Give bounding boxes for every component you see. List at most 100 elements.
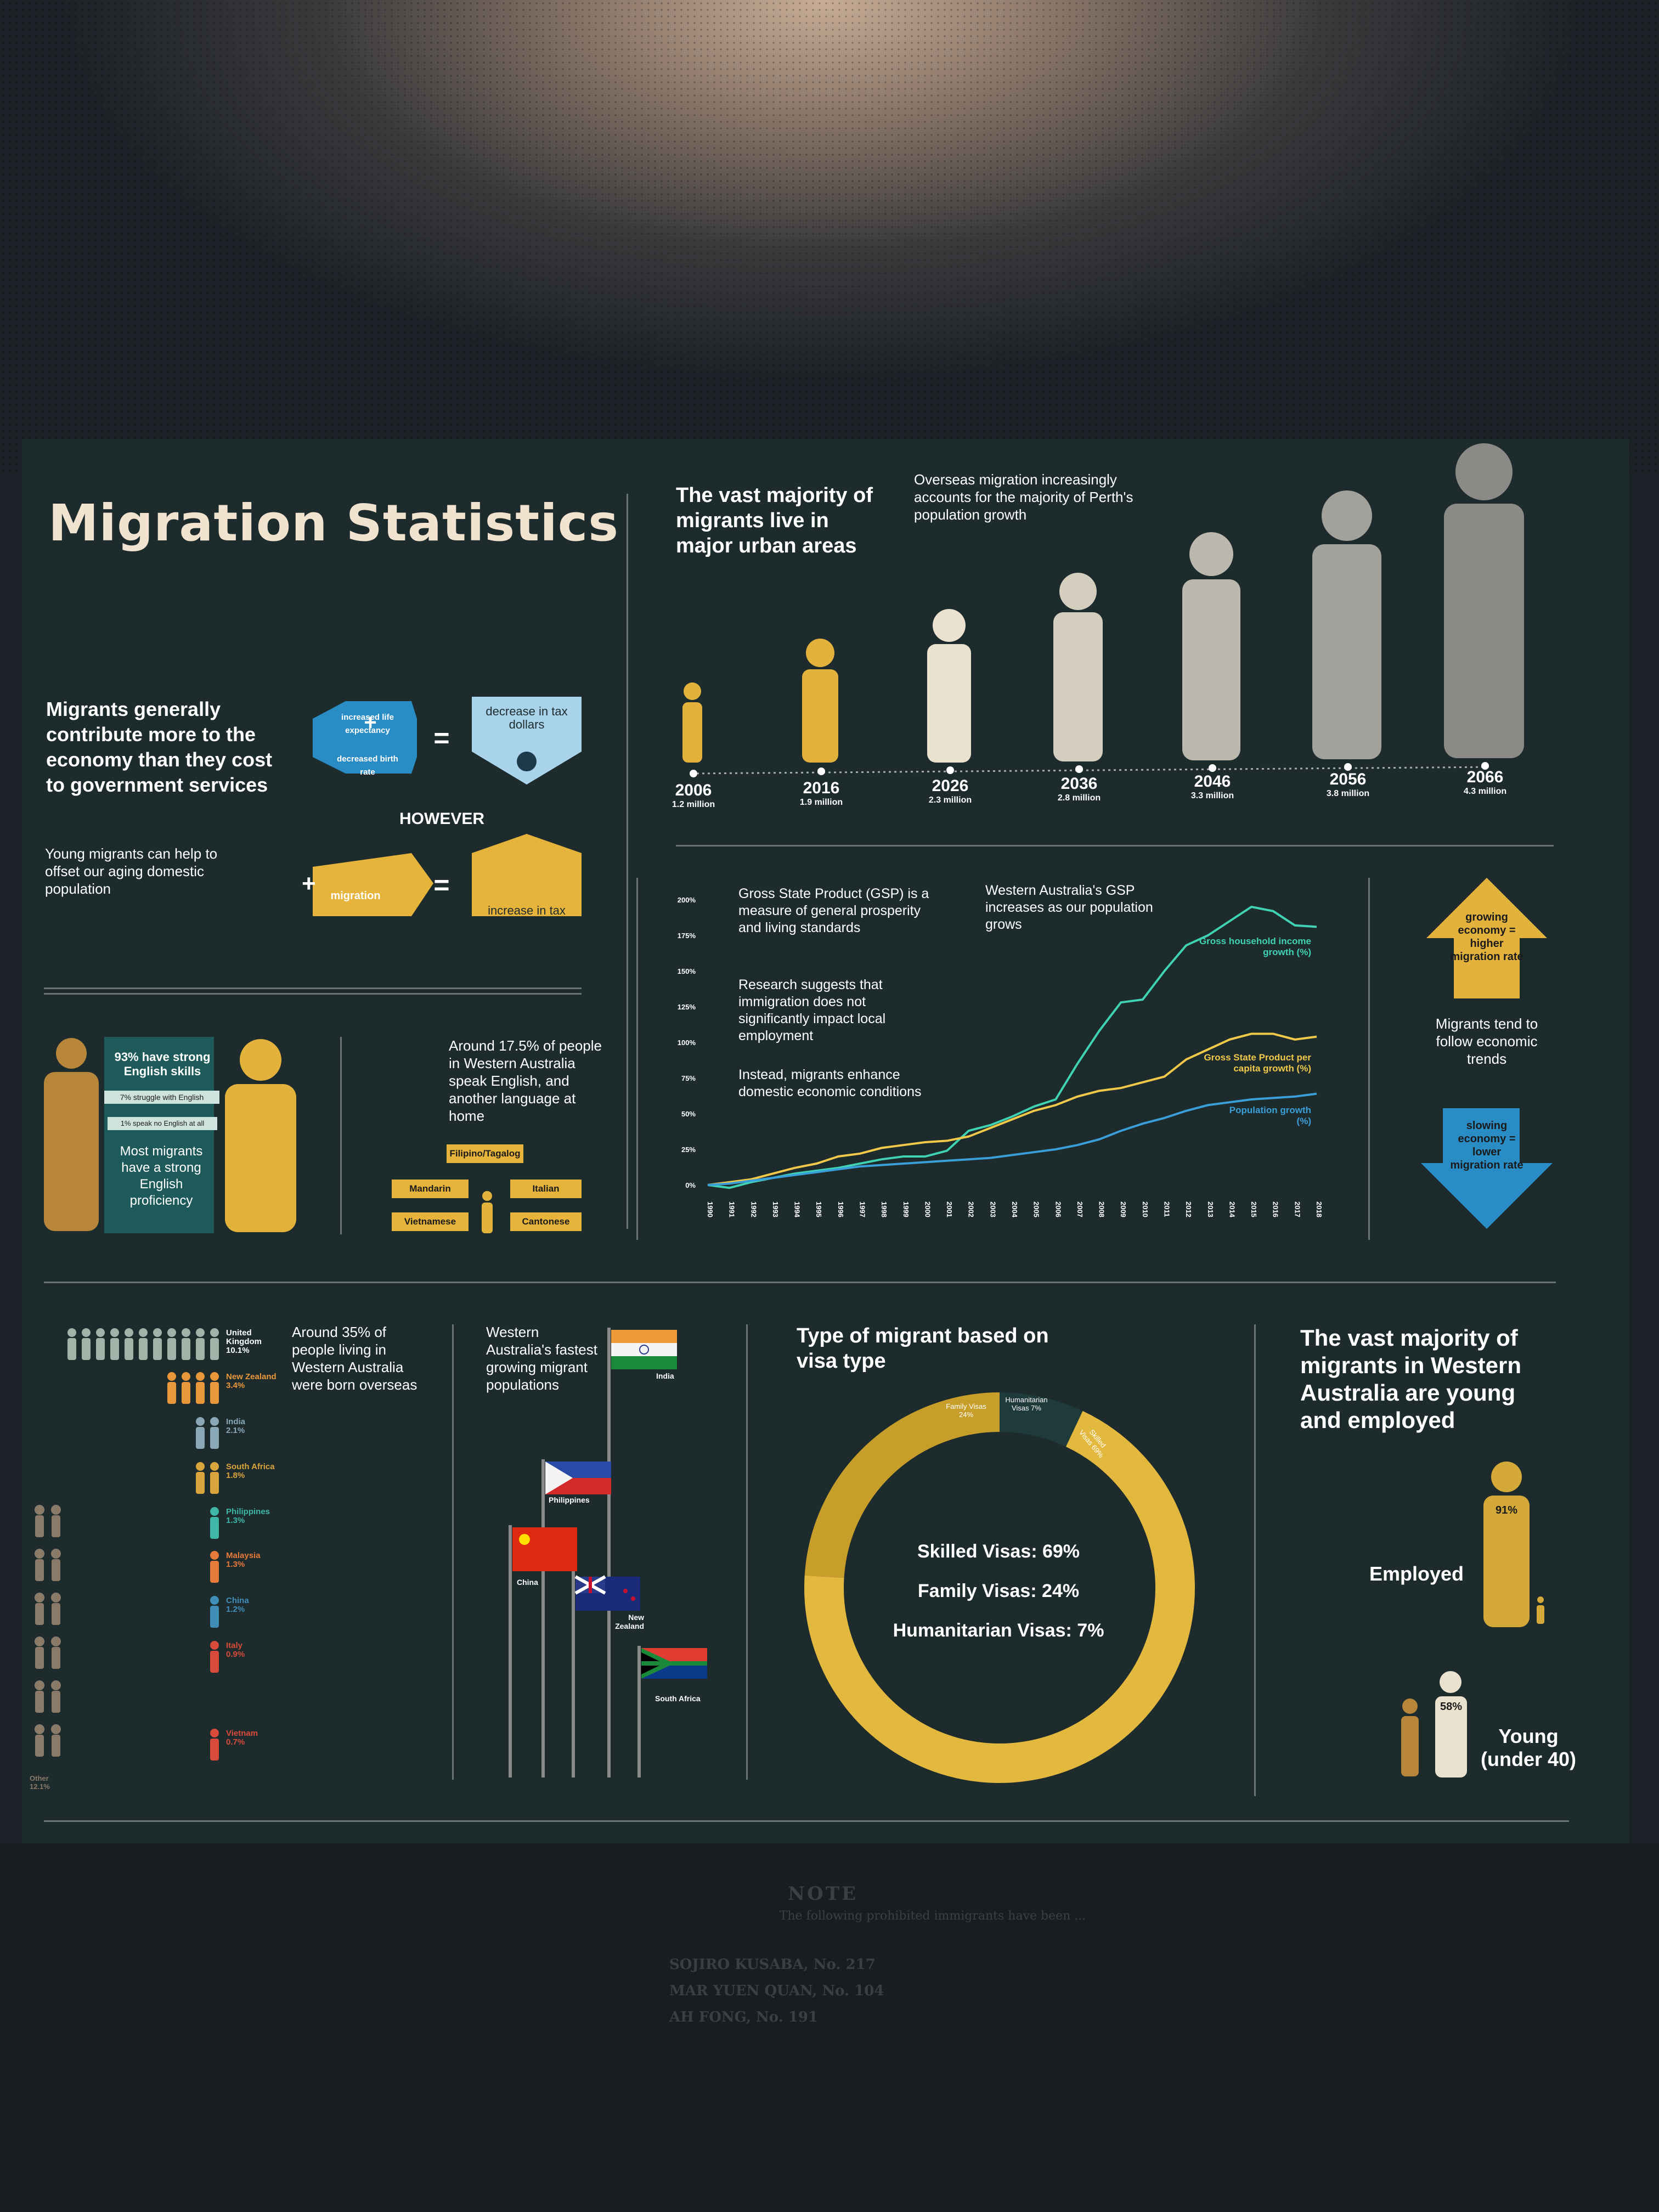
country-pct: 1.3% xyxy=(226,1560,245,1569)
x-tick-label: 2003 xyxy=(989,1201,997,1217)
y-tick-label: 175% xyxy=(678,932,696,940)
donut-segment-1 xyxy=(999,1392,1083,1447)
visa-donut-chart xyxy=(804,1392,1195,1783)
divider xyxy=(676,845,1554,847)
population-figures xyxy=(682,443,1524,777)
trend-middle-text: Migrants tend to follow economic trends xyxy=(1435,1015,1538,1067)
y-tick-label: 0% xyxy=(685,1181,696,1189)
x-tick-label: 1998 xyxy=(880,1201,888,1217)
person-icon xyxy=(196,1417,205,1449)
contribution-heading: Migrants generally contribute more to th… xyxy=(46,698,273,796)
person-icon xyxy=(482,1191,493,1233)
series-line-0 xyxy=(707,905,1317,1189)
person-icon xyxy=(210,1328,219,1360)
divider xyxy=(452,1324,454,1780)
x-tick-label: 2014 xyxy=(1228,1201,1236,1218)
population-year-2066: 2066 4.3 million xyxy=(1447,768,1523,797)
person-icon xyxy=(182,1328,190,1360)
population-year-2016: 2016 1.9 million xyxy=(783,779,860,808)
x-tick-label: 1999 xyxy=(902,1201,910,1217)
visa-humanitarian-text: Humanitarian Visas: 7% xyxy=(893,1620,1104,1641)
flag-poles xyxy=(509,1328,707,1778)
population-label: 1.9 million xyxy=(799,798,843,807)
born-text: Around 35% of people living in Western A… xyxy=(292,1324,417,1393)
country-name: Philippines xyxy=(226,1507,270,1516)
person-icon xyxy=(196,1328,205,1360)
country-pct: 1.2% xyxy=(226,1605,245,1614)
tag-filipino: Filipino/Tagalog xyxy=(447,1144,523,1163)
year-label: 2006 xyxy=(675,781,712,799)
x-tick-label: 2005 xyxy=(1032,1201,1041,1217)
year-label: 2036 xyxy=(1060,775,1098,793)
country-pct: 3.4% xyxy=(226,1381,245,1390)
legend-population: Population growth (%) xyxy=(1229,1105,1311,1126)
young-pct: 58% xyxy=(1440,1701,1463,1713)
country-label: Italy 0.9% xyxy=(226,1641,286,1659)
trend-arrows xyxy=(1421,878,1553,1229)
tag-italian: Italian xyxy=(510,1180,582,1198)
legend-income: Gross household income growth (%) xyxy=(1199,936,1311,957)
visa-heading: Type of migrant based on visa type xyxy=(797,1324,1049,1373)
lower-wall xyxy=(0,1843,1659,2212)
divider xyxy=(636,878,638,1240)
hex-life-expectancy: increased life expectancy xyxy=(341,713,394,735)
country-label: Philippines 1.3% xyxy=(226,1508,286,1525)
employed-pct: 91% xyxy=(1495,1504,1518,1516)
note-line-1: The following prohibited immigrants have… xyxy=(779,1909,1086,1923)
visa-skilled-text: Skilled Visas: 69% xyxy=(917,1541,1080,1562)
country-name: China xyxy=(226,1596,249,1605)
person-icon xyxy=(210,1551,219,1583)
gsp-text-4: Western Australia's GSP increases as our… xyxy=(985,883,1153,932)
gsp-text-1: Gross State Product (GSP) is a measure o… xyxy=(738,886,929,935)
population-label: 3.3 million xyxy=(1190,791,1234,800)
person-icon xyxy=(196,1372,205,1404)
year-label: 2016 xyxy=(803,779,840,797)
english-struggle: 7% struggle with English xyxy=(104,1091,219,1104)
population-label: 2.8 million xyxy=(1057,793,1101,803)
however-label: HOWEVER xyxy=(399,810,485,828)
divider xyxy=(44,1282,1556,1283)
person-icon xyxy=(67,1328,76,1360)
south-africa-flag xyxy=(641,1648,707,1679)
y-tick-label: 75% xyxy=(681,1074,696,1082)
x-tick-label: 2001 xyxy=(945,1201,953,1217)
gsp-text-3: Instead, migrants enhance domestic econo… xyxy=(738,1067,922,1099)
flag-label-new-zealand: New Zealand xyxy=(615,1613,644,1630)
divider xyxy=(627,494,628,1229)
tag-cantonese: Cantonese xyxy=(510,1212,582,1231)
employed-figures xyxy=(1483,1462,1544,1627)
trend-down-text: slowing economy = lower migration rate xyxy=(1450,1120,1523,1171)
person-icon xyxy=(210,1507,219,1539)
x-tick-label: 2007 xyxy=(1076,1201,1084,1217)
population-label: 2.3 million xyxy=(928,795,972,805)
flag-label-south-africa: South Africa xyxy=(655,1694,701,1703)
person-icon xyxy=(210,1417,219,1449)
person-icon xyxy=(167,1328,176,1360)
person-icon xyxy=(210,1641,219,1673)
population-year-2046: 2046 3.3 million xyxy=(1174,772,1251,801)
svg-text:+: + xyxy=(302,870,316,897)
india-flag xyxy=(611,1330,677,1369)
increase-tax-label: increase in tax dollars xyxy=(488,904,566,930)
person-icon xyxy=(82,1328,91,1360)
legend-gsp: Gross State Product per capita growth (%… xyxy=(1204,1052,1311,1074)
languages-text: Around 17.5% of people in Western Austra… xyxy=(449,1037,602,1124)
country-name: Vietnam xyxy=(226,1729,258,1738)
visa-center-text: Skilled Visas: 69% Family Visas: 24% Hum… xyxy=(856,1532,1141,1650)
x-tick-label: 1994 xyxy=(793,1201,802,1218)
series-line-1 xyxy=(707,1032,1317,1186)
country-name: United Kingdom xyxy=(226,1328,262,1346)
population-label: 1.2 million xyxy=(672,800,715,809)
population-year-2056: 2056 3.8 million xyxy=(1310,770,1386,799)
note-line-3: MAR YUEN QUAN, No. 104 xyxy=(669,1983,884,1999)
country-pct: 10.1% xyxy=(226,1346,250,1355)
visa-family-text: Family Visas: 24% xyxy=(917,1581,1080,1601)
gsp-line-chart: 0% 25% 50% 75% 100% 125% 150% 175% 200% 1990 1991 1… xyxy=(678,896,1323,1218)
country-label: Vietnam 0.7% xyxy=(226,1729,286,1747)
person-icon xyxy=(210,1372,219,1404)
note-line-2: SOJIRO KUSABA, No. 217 xyxy=(669,1956,876,1973)
english-figures xyxy=(44,1037,296,1233)
flag-label-philippines: Philippines xyxy=(549,1496,590,1504)
country-label: China 1.2% xyxy=(226,1596,286,1614)
urban-sub: Overseas migration increasingly accounts… xyxy=(914,471,1133,523)
